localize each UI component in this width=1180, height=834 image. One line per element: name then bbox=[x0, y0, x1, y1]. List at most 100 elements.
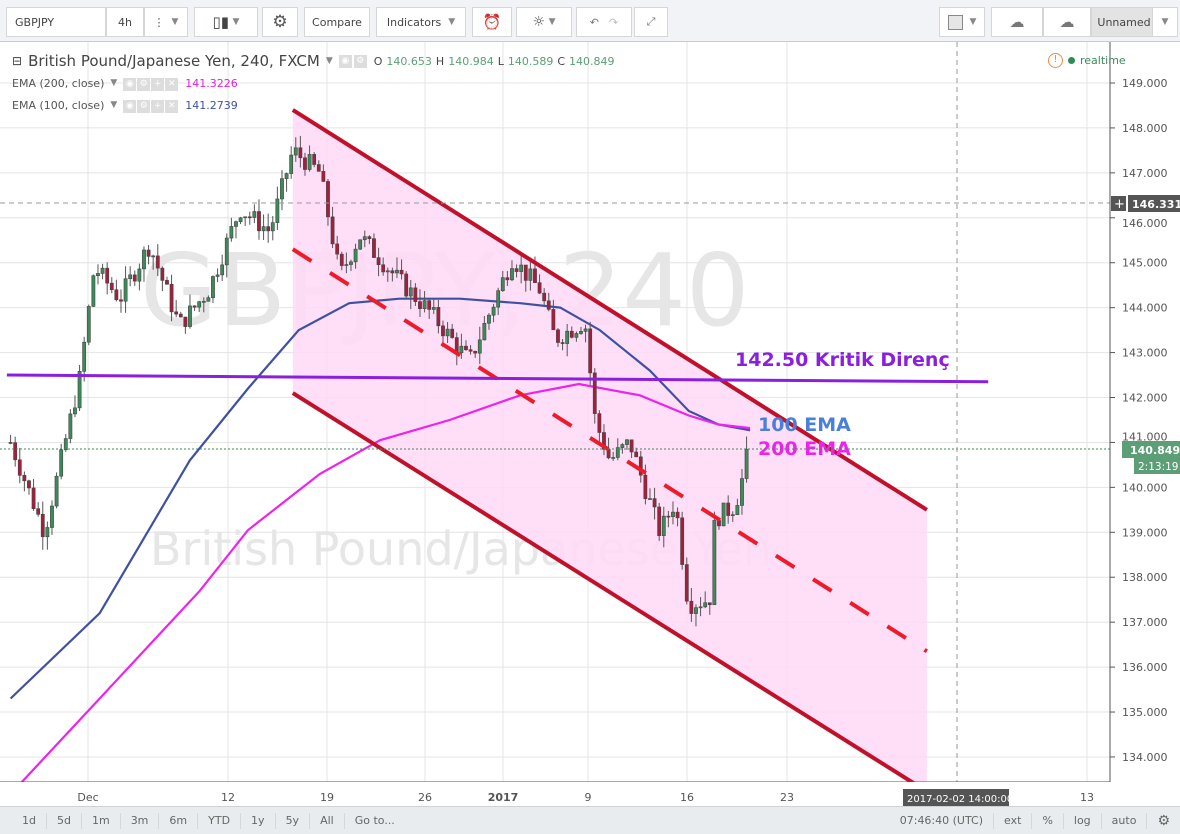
gear-icon[interactable]: ⚙ bbox=[1157, 812, 1170, 829]
range-1m[interactable]: 1m bbox=[82, 812, 121, 829]
range-all[interactable]: All bbox=[310, 812, 345, 829]
candle-up bbox=[197, 301, 202, 308]
countdown-tag bbox=[1134, 458, 1180, 474]
time-tick-label: 2017 bbox=[488, 791, 519, 804]
gear-icon[interactable]: ⚙ bbox=[137, 77, 151, 91]
time-axis[interactable]: Dec 12 19 26 2017 9 16 23 13 2017-02-02 14:00:00 bbox=[0, 782, 1180, 806]
candle-up bbox=[395, 269, 399, 274]
candle-down bbox=[638, 456, 643, 476]
symbol-input[interactable]: GBPJPY bbox=[6, 7, 106, 37]
chart-style-button[interactable]: ▯▮ ▼ bbox=[194, 7, 258, 37]
interval-dropdown[interactable]: ⋮ ▼ bbox=[144, 7, 188, 37]
channel-mid-line[interactable] bbox=[291, 247, 928, 654]
ema-200-line[interactable] bbox=[20, 382, 751, 782]
candle-up bbox=[358, 239, 363, 250]
range-ytd[interactable]: YTD bbox=[198, 812, 242, 829]
ema-200-name[interactable]: EMA (200, close) bbox=[12, 76, 105, 90]
auto-toggle[interactable]: auto bbox=[1102, 812, 1148, 829]
log-toggle[interactable]: log bbox=[1064, 812, 1102, 829]
settings-button[interactable]: ⚙ bbox=[262, 7, 298, 37]
resistance-label: 142.50 Kritik Direnç bbox=[735, 349, 950, 371]
undo-icon[interactable]: ↶ bbox=[589, 15, 599, 29]
visibility-icon[interactable]: ◉ bbox=[123, 99, 137, 113]
candle-up bbox=[220, 264, 225, 276]
candle-up bbox=[45, 527, 50, 538]
warning-icon[interactable]: ! bbox=[1048, 53, 1063, 68]
range-6m[interactable]: 6m bbox=[159, 812, 199, 829]
candle-down bbox=[514, 268, 519, 272]
candle-up bbox=[721, 502, 726, 527]
goto-button[interactable]: Go to... bbox=[354, 813, 395, 827]
range-3m[interactable]: 3m bbox=[121, 812, 160, 829]
candle-down bbox=[666, 515, 671, 518]
candle-down bbox=[326, 181, 330, 218]
candle-down bbox=[643, 474, 648, 499]
visibility-icon[interactable]: ◉ bbox=[338, 54, 352, 68]
utc-clock[interactable]: 07:46:40 (UTC) bbox=[890, 812, 995, 829]
candle-down bbox=[303, 157, 307, 170]
cloud-download-icon: ☁ bbox=[1009, 13, 1025, 31]
visibility-icon[interactable]: ◉ bbox=[123, 77, 137, 91]
time-tick-label: 9 bbox=[585, 791, 592, 804]
ema-100-name[interactable]: EMA (100, close) bbox=[12, 98, 105, 112]
layout-dropdown[interactable]: ▼ bbox=[1152, 7, 1178, 37]
gear-icon[interactable]: ⚙ bbox=[353, 54, 367, 68]
range-1d[interactable]: 1d bbox=[0, 812, 47, 829]
channel-upper-line[interactable] bbox=[291, 108, 928, 512]
ema-200-legend: EMA (200, close) ▼ ◉ ⚙ + ✕ 141.3226 bbox=[12, 72, 615, 94]
gear-icon[interactable]: ⚙ bbox=[137, 99, 151, 113]
range-5y[interactable]: 5y bbox=[276, 812, 311, 829]
chevron-down-icon: ▼ bbox=[171, 17, 179, 27]
ema-100-line[interactable] bbox=[9, 297, 751, 700]
compare-button[interactable]: Compare bbox=[304, 7, 370, 37]
load-layout-button[interactable]: ☁ bbox=[991, 7, 1043, 37]
candle-up bbox=[408, 287, 413, 297]
candle-up bbox=[353, 248, 358, 263]
plus-icon[interactable]: + bbox=[151, 99, 165, 113]
indicators-button[interactable]: Indicators ▼ bbox=[376, 7, 466, 37]
color-theme-button[interactable]: ▼ bbox=[939, 7, 985, 37]
candle-down bbox=[390, 270, 395, 274]
candle-up bbox=[661, 515, 666, 536]
candle-down bbox=[312, 154, 317, 165]
plus-icon[interactable]: + bbox=[151, 77, 165, 91]
close-icon[interactable]: ✕ bbox=[165, 99, 179, 113]
chevron-down-icon[interactable]: ▼ bbox=[325, 56, 333, 66]
percent-toggle[interactable]: % bbox=[1032, 812, 1064, 829]
candle-up bbox=[252, 211, 257, 218]
price-chart[interactable]: GBPJPY, 240 British Pound/Japanese Yen 1… bbox=[0, 42, 1180, 782]
candle-up bbox=[224, 237, 229, 266]
channel-lower-line[interactable] bbox=[291, 391, 916, 782]
save-layout-button[interactable]: ☁ bbox=[1043, 7, 1091, 37]
candle-up bbox=[487, 314, 491, 324]
range-5d[interactable]: 5d bbox=[47, 812, 82, 829]
ideas-button[interactable]: ☼ ▼ bbox=[516, 7, 572, 37]
candle-up bbox=[648, 498, 652, 500]
fullscreen-button[interactable]: ⤢ bbox=[634, 7, 668, 37]
candle-down bbox=[178, 313, 183, 318]
low-value: 140.589 bbox=[507, 54, 554, 68]
candle-down bbox=[404, 273, 409, 297]
candle-up bbox=[68, 413, 73, 439]
candle-down bbox=[27, 480, 31, 489]
gear-icon: ⚙ bbox=[272, 12, 288, 32]
symbol-title[interactable]: British Pound/Japanese Yen, 240, FXCM bbox=[28, 52, 320, 70]
chevron-down-icon[interactable]: ▼ bbox=[110, 100, 118, 110]
chevron-down-icon[interactable]: ▼ bbox=[110, 78, 118, 88]
close-icon[interactable]: ✕ bbox=[165, 77, 179, 91]
resistance-line[interactable] bbox=[6, 373, 989, 384]
redo-icon[interactable]: ↷ bbox=[609, 15, 619, 29]
collapse-icon[interactable]: ⊟ bbox=[12, 54, 23, 68]
crosshair-plus-button[interactable] bbox=[1111, 196, 1126, 211]
price-tick-label: 149.000 bbox=[1122, 77, 1168, 90]
candle-down bbox=[684, 564, 689, 602]
range-1y[interactable]: 1y bbox=[241, 812, 276, 829]
alert-button[interactable]: ⏰ bbox=[472, 7, 512, 37]
candle-up bbox=[431, 307, 436, 310]
ext-toggle[interactable]: ext bbox=[994, 812, 1033, 829]
interval-button[interactable]: 4h bbox=[106, 7, 144, 37]
price-axis[interactable]: 149.000 148.000 147.000 146.000 145.000 144.0… bbox=[1110, 77, 1168, 764]
candle-up bbox=[289, 154, 294, 174]
layout-name[interactable]: Unnamed bbox=[1091, 7, 1157, 37]
candle-up bbox=[54, 475, 59, 507]
